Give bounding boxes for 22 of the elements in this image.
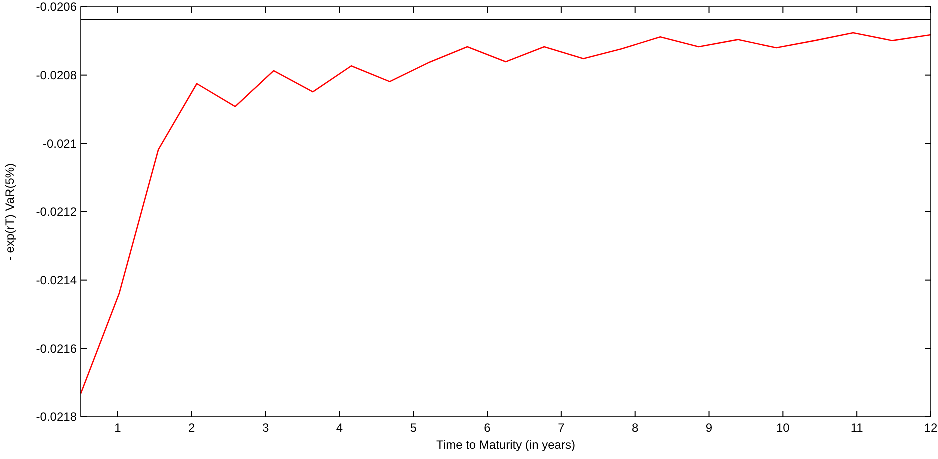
x-tick-label: 2	[188, 421, 196, 435]
y-tick-label: -0.021	[42, 136, 78, 151]
x-tick-label: 11	[850, 421, 864, 435]
y-tick-label: -0.0218	[36, 410, 78, 424]
x-tick-label: 12	[924, 421, 938, 435]
y-tick-label: -0.0214	[36, 274, 78, 288]
x-tick-label: 10	[776, 421, 790, 435]
x-tick-label: 5	[410, 421, 418, 435]
x-tick-label: 9	[706, 421, 713, 435]
y-tick-label: -0.0216	[36, 342, 78, 356]
x-tick-label: 4	[336, 421, 344, 435]
x-tick-label: 7	[558, 421, 566, 435]
x-tick-label: 6	[484, 421, 492, 435]
x-tick-label: 1	[114, 421, 122, 435]
y-tick-label: -0.0212	[36, 205, 78, 220]
x-axis-title: Time to Maturity (in years)	[436, 438, 576, 452]
line-series	[80, 32, 932, 394]
y-axis-title: - exp(rT) VaR(5%)	[3, 163, 17, 261]
x-tick-label: 3	[262, 421, 270, 435]
y-tick-label: -0.0208	[36, 68, 78, 83]
x-tick-label: 8	[632, 421, 640, 435]
y-tick-label: -0.0206	[36, 0, 78, 14]
